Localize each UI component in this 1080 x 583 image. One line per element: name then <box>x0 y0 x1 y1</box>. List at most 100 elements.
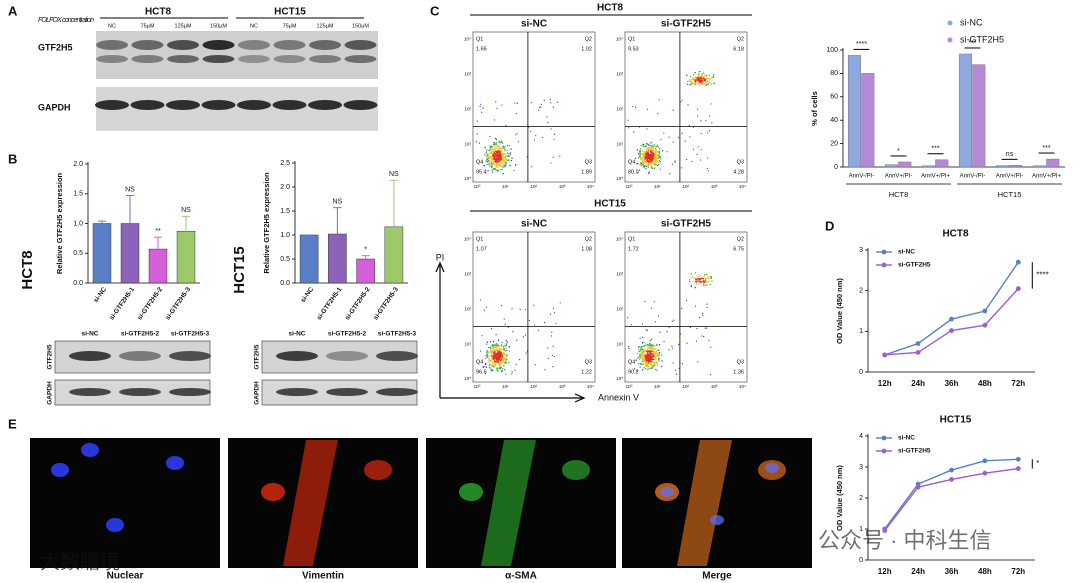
event-dot <box>485 306 488 308</box>
event-dot <box>530 130 532 133</box>
event-dot <box>492 161 494 164</box>
event-dot <box>650 307 652 309</box>
event-dot <box>654 347 656 350</box>
event-dot <box>675 369 677 371</box>
event-dot <box>494 161 496 164</box>
event-dot <box>502 146 504 149</box>
quadrant-value: 9.53 <box>628 46 639 52</box>
event-dot <box>686 83 689 86</box>
event-dot <box>647 355 649 358</box>
event-dot <box>650 147 653 149</box>
y-tick-label: 40 <box>830 117 838 124</box>
event-dot <box>671 345 673 347</box>
lane-label: si-NC <box>289 331 306 338</box>
event-dot <box>495 356 498 358</box>
event-dot <box>484 365 486 368</box>
event-dot <box>504 323 506 325</box>
event-dot <box>499 168 501 171</box>
event-dot <box>654 153 657 155</box>
event-dot <box>492 364 495 367</box>
event-dot <box>647 161 650 164</box>
event-dot <box>648 149 651 151</box>
flow-tick: 10⁰ <box>474 384 481 389</box>
band <box>326 388 368 396</box>
event-dot <box>706 280 709 283</box>
event-dot <box>635 359 637 361</box>
event-dot <box>649 350 652 352</box>
event-dot <box>652 144 654 147</box>
event-dot <box>488 360 491 363</box>
event-dot <box>643 345 646 347</box>
event-dot <box>482 107 484 109</box>
event-dot <box>639 154 642 157</box>
event-dot <box>514 369 516 371</box>
flow-tick: 10² <box>682 184 689 189</box>
event-dot <box>656 369 658 371</box>
event-dot <box>547 357 549 359</box>
event-dot <box>553 133 556 135</box>
event-dot <box>639 349 642 352</box>
event-dot <box>633 368 636 370</box>
event-dot <box>642 336 644 339</box>
event-dot <box>493 361 495 364</box>
event-dot <box>654 355 656 358</box>
event-dot <box>489 160 491 162</box>
event-dot <box>704 78 707 81</box>
event-dot <box>699 159 702 161</box>
event-dot <box>492 355 494 357</box>
x-tick-label: si-NC <box>300 286 316 304</box>
event-dot <box>552 156 554 158</box>
bar <box>356 258 375 284</box>
event-dot <box>495 144 497 146</box>
event-dot <box>519 308 521 310</box>
event-dot <box>641 351 643 353</box>
event-dot <box>551 331 553 333</box>
event-dot <box>637 152 639 154</box>
event-dot <box>692 280 694 283</box>
event-dot <box>500 353 503 355</box>
event-dot <box>650 151 653 153</box>
event-dot <box>553 312 556 314</box>
event-dot <box>489 341 492 343</box>
event-dot <box>531 166 533 168</box>
y-tick-label: 20 <box>830 140 838 147</box>
group-label: HCT8 <box>889 190 909 199</box>
event-dot <box>645 155 647 158</box>
point <box>949 316 954 322</box>
event-dot <box>681 167 683 169</box>
flow-tick: 10⁰ <box>474 184 481 189</box>
event-dot <box>489 149 491 152</box>
event-dot <box>642 145 644 148</box>
point <box>915 484 921 490</box>
event-dot <box>703 75 706 78</box>
event-dot <box>482 366 484 368</box>
event-dot <box>519 359 521 361</box>
event-dot <box>498 162 500 165</box>
event-dot <box>650 160 652 162</box>
event-dot <box>494 137 497 140</box>
event-dot <box>653 363 655 365</box>
event-dot <box>647 172 650 174</box>
event-dot <box>685 299 688 301</box>
event-dot <box>649 344 651 347</box>
event-dot <box>491 149 493 151</box>
event-dot <box>658 157 660 159</box>
event-dot <box>698 317 701 319</box>
event-dot <box>649 346 651 349</box>
y-tick-label: 100 <box>826 47 838 54</box>
event-dot <box>513 169 515 172</box>
event-dot <box>638 346 640 348</box>
event-dot <box>652 354 654 357</box>
event-dot <box>493 360 496 363</box>
event-dot <box>485 362 487 365</box>
event-dot <box>663 132 665 134</box>
event-dot <box>487 356 489 358</box>
event-dot <box>496 160 499 162</box>
event-dot <box>636 370 638 372</box>
significance: **** <box>856 41 867 48</box>
band <box>169 388 211 396</box>
event-dot <box>505 357 507 360</box>
event-dot <box>627 345 630 348</box>
point <box>882 352 888 358</box>
quadrant-name: Q2 <box>585 36 592 42</box>
